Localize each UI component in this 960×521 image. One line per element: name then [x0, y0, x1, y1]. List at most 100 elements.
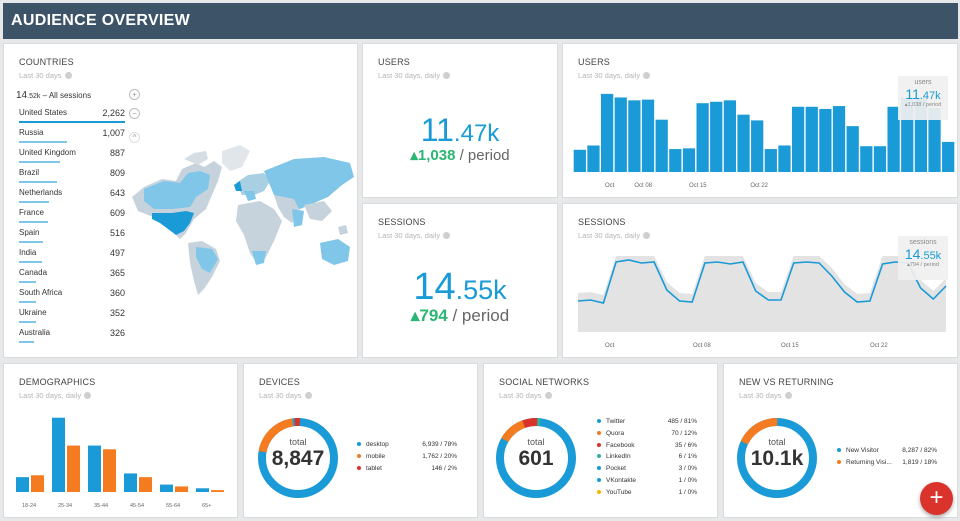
users-bar: [778, 145, 791, 172]
legend-value: 70 / 12%: [671, 429, 697, 437]
europe: [234, 173, 270, 201]
sessions-kpi-title: SESSIONS: [378, 217, 426, 227]
legend-value: 146 / 2%: [431, 465, 457, 472]
country-row[interactable]: Australia 326: [19, 328, 125, 343]
country-value: 360: [109, 288, 125, 298]
info-icon[interactable]: [443, 72, 451, 79]
world-map[interactable]: [124, 139, 357, 299]
legend-item[interactable]: Quora 70 / 12%: [597, 430, 697, 439]
sessions-line-chart[interactable]: Oct Oct 08 Oct 15 Oct 22: [563, 204, 958, 358]
country-row[interactable]: France 609: [19, 208, 125, 223]
info-icon[interactable]: [443, 232, 451, 239]
country-row[interactable]: South Africa 360: [19, 288, 125, 303]
returning-total: total 10.1k: [750, 437, 804, 470]
legend-item[interactable]: mobile 1,762 / 20%: [357, 453, 457, 462]
users-bar-chart[interactable]: Oct Oct 08 Oct 15 Oct 22: [563, 44, 958, 198]
country-bar: [19, 221, 48, 223]
demographics-x-label: 55-64: [166, 503, 180, 509]
country-row[interactable]: United States 2,262: [19, 108, 125, 123]
legend-label: LinkedIn: [606, 453, 631, 461]
collapse-button[interactable]: ^: [129, 132, 140, 143]
country-value: 887: [109, 148, 125, 158]
demographics-bar-chart[interactable]: 18-24 25-34 35-44 45-54 55-64 65+: [4, 364, 238, 518]
devices-donut[interactable]: [256, 416, 340, 500]
legend-item[interactable]: Pocket 3 / 0%: [597, 465, 697, 474]
country-name: Netherlands: [19, 188, 63, 197]
info-icon[interactable]: [544, 392, 552, 399]
demographics-bar: [88, 445, 101, 492]
devices-total: total 8,847: [271, 437, 325, 470]
legend-item[interactable]: desktop 6,939 / 78%: [357, 441, 457, 450]
country-row[interactable]: Netherlands 643: [19, 188, 125, 203]
info-icon[interactable]: [643, 232, 651, 239]
social-donut[interactable]: [494, 416, 578, 500]
country-name: Brazil: [19, 168, 40, 177]
legend-value: 3 / 0%: [678, 465, 697, 473]
legend-swatch: [837, 448, 841, 452]
legend-value: 485 / 81%: [667, 418, 697, 425]
country-name: India: [19, 248, 37, 257]
country-row[interactable]: United Kingdom 887: [19, 148, 125, 163]
legend-item[interactable]: YouTube 1 / 0%: [597, 489, 697, 498]
users-bar: [710, 101, 723, 172]
demographics-title: DEMOGRAPHICS: [19, 377, 96, 387]
country-row[interactable]: Spain 516: [19, 228, 125, 243]
users-bar: [928, 108, 941, 172]
legend-value: 1 / 0%: [678, 488, 697, 496]
country-row[interactable]: Ukraine 352: [19, 308, 125, 323]
legend-item[interactable]: LinkedIn 6 / 1%: [597, 453, 697, 462]
users-bar: [846, 126, 859, 172]
demographics-bar: [124, 473, 137, 492]
social-title: SOCIAL NETWORKS: [499, 377, 590, 387]
users-bar: [887, 106, 900, 172]
legend-item[interactable]: Facebook 35 / 6%: [597, 442, 697, 451]
users-bar: [669, 149, 682, 172]
sessions-chart-card: SESSIONS Last 30 days, daily Oct Oct 08 Oc…: [562, 203, 958, 358]
demographics-bar: [103, 449, 116, 492]
demographics-x-label: 18-24: [22, 503, 36, 509]
returning-donut[interactable]: [735, 416, 819, 500]
users-bar: [573, 149, 586, 172]
legend-label: Returning Visi...: [846, 459, 892, 466]
social-subtitle: Last 30 days: [499, 391, 552, 400]
legend-item[interactable]: Twitter 485 / 81%: [597, 418, 697, 427]
legend-swatch: [597, 466, 601, 471]
users-bar: [628, 100, 641, 172]
legend-swatch: [597, 478, 601, 482]
users-chart-card: USERS Last 30 days, daily Oct Oct 08 Oct 1…: [562, 43, 958, 198]
sessions-line: [577, 259, 947, 304]
country-row[interactable]: India 497: [19, 248, 125, 263]
demographics-bar: [139, 477, 152, 492]
legend-item[interactable]: Returning Visi... 1,819 / 18%: [837, 459, 937, 468]
info-icon[interactable]: [643, 72, 651, 79]
info-icon[interactable]: [84, 392, 92, 399]
greenland: [222, 145, 250, 171]
legend-item[interactable]: VKontakte 1 / 0%: [597, 477, 697, 486]
users-bar: [641, 99, 655, 172]
country-row[interactable]: Canada 365: [19, 268, 125, 283]
sessions-kpi-period: ▴794 / period: [410, 306, 510, 325]
legend-item[interactable]: tablet 146 / 2%: [357, 465, 457, 474]
info-icon[interactable]: [64, 72, 72, 79]
info-icon[interactable]: [304, 392, 312, 399]
zoom-out-button[interactable]: −: [129, 108, 140, 119]
country-name: United Kingdom: [19, 148, 76, 157]
country-bar: [19, 261, 43, 263]
legend-label: Twitter: [606, 418, 626, 425]
legend-item[interactable]: New Visitor 8,287 / 82%: [837, 447, 937, 456]
returning-subtitle: Last 30 days: [739, 391, 792, 400]
sessions-chart-title: SESSIONS: [578, 217, 626, 227]
info-icon[interactable]: [784, 392, 792, 399]
users-bar: [600, 93, 614, 172]
users-kpi-card: USERS Last 30 days, daily 11.47k ▴1,038 …: [362, 43, 558, 198]
users-bar: [942, 141, 955, 172]
demographics-bar: [160, 484, 173, 492]
demographics-x-label: 35-44: [94, 503, 108, 509]
add-widget-button[interactable]: +: [920, 482, 953, 515]
country-value: 365: [109, 268, 125, 278]
country-row[interactable]: Russia 1,007: [19, 128, 125, 143]
south-america: [188, 241, 220, 295]
country-row[interactable]: Brazil 809: [19, 168, 125, 183]
demographics-x-label: 45-54: [130, 503, 144, 509]
zoom-in-button[interactable]: +: [129, 89, 140, 100]
